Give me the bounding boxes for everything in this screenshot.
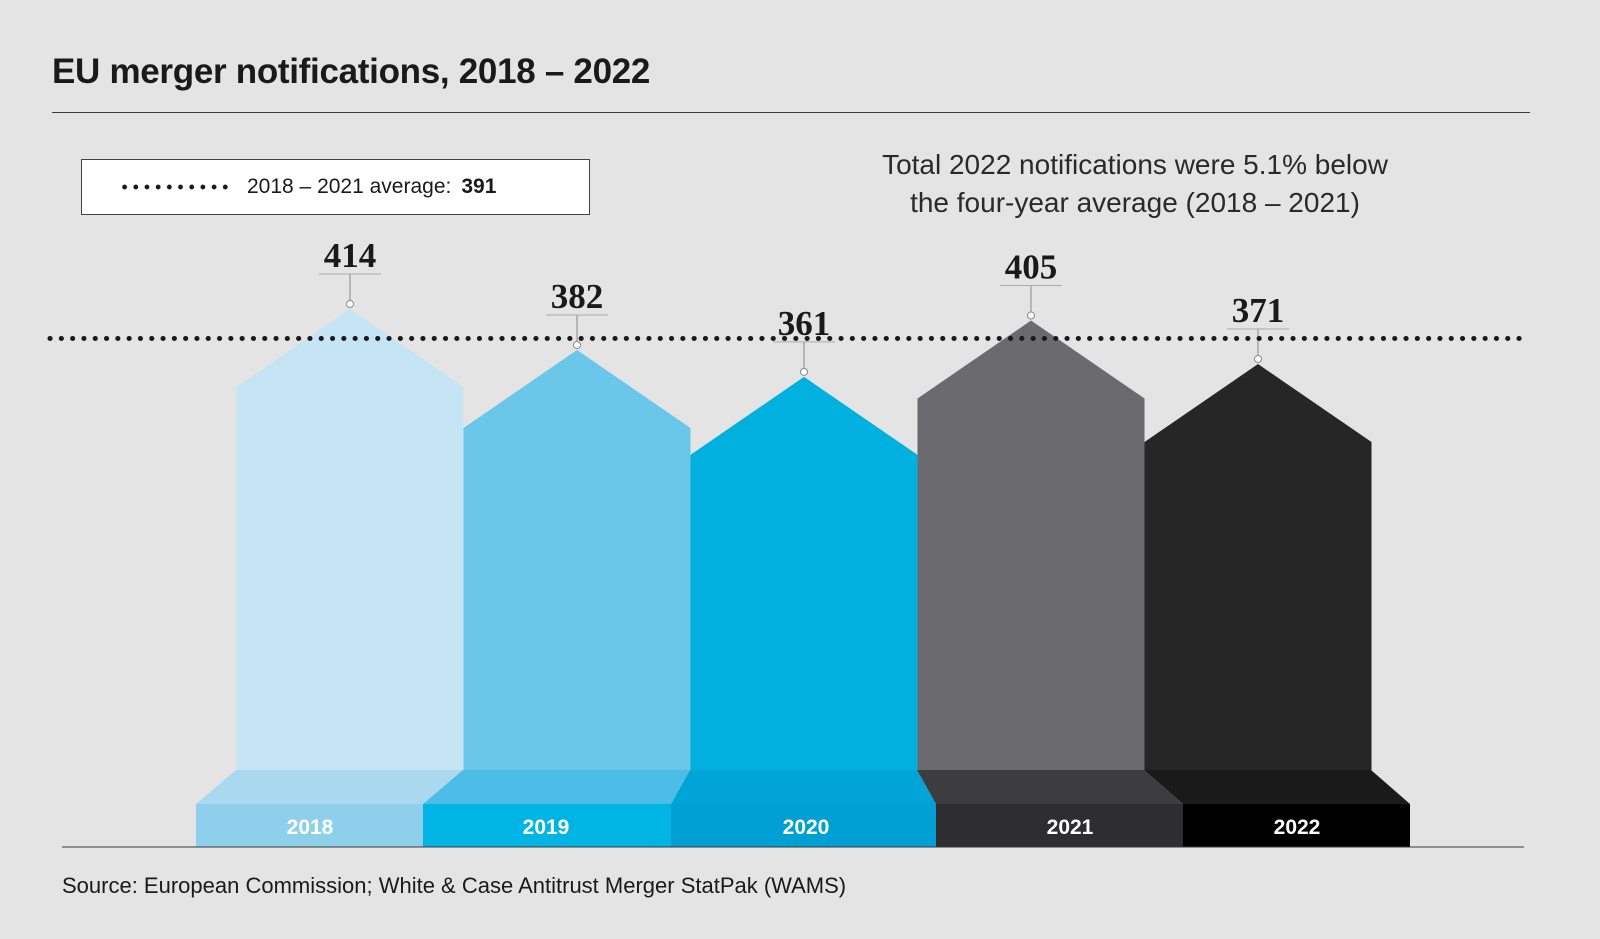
value-label-2020: 361 bbox=[778, 304, 831, 343]
bar-base-band-2019 bbox=[423, 804, 671, 847]
category-label-2019: 2019 bbox=[523, 816, 570, 839]
bar-2021 bbox=[917, 320, 1145, 770]
legend-value: 391 bbox=[461, 175, 497, 198]
bar-base-cap-2021 bbox=[917, 770, 1183, 804]
legend: 2018 – 2021 average: 391 bbox=[81, 159, 590, 215]
bar-base-band-2020 bbox=[671, 804, 936, 847]
bar-2020 bbox=[690, 376, 918, 770]
value-label-2021: 405 bbox=[1005, 248, 1058, 287]
category-label-2018: 2018 bbox=[287, 816, 334, 839]
bar-2022 bbox=[1144, 364, 1372, 770]
annotation: Total 2022 notifications were 5.1% below… bbox=[830, 146, 1440, 222]
category-label-2021: 2021 bbox=[1047, 816, 1094, 839]
chart-title: EU merger notifications, 2018 – 2022 bbox=[52, 52, 651, 91]
bar-base-cap-2019 bbox=[423, 770, 690, 804]
legend-label: 2018 – 2021 average: bbox=[247, 175, 452, 198]
bar-2018 bbox=[236, 309, 464, 770]
category-label-2020: 2020 bbox=[783, 816, 830, 839]
source-note: Source: European Commission; White & Cas… bbox=[62, 873, 847, 898]
value-label-2019: 382 bbox=[551, 277, 604, 316]
leader-marker-2021 bbox=[1027, 311, 1035, 320]
bar-base-cap-2020 bbox=[671, 770, 936, 804]
value-label-2022: 371 bbox=[1232, 291, 1285, 330]
bar-base-band-2021 bbox=[936, 804, 1183, 847]
annotation-line-2: the four-year average (2018 – 2021) bbox=[910, 187, 1360, 218]
leader-marker-2020 bbox=[800, 367, 808, 376]
legend-dotted-line-icon bbox=[119, 184, 231, 190]
category-label-2022: 2022 bbox=[1274, 816, 1321, 839]
leader-marker-2019 bbox=[573, 340, 581, 349]
bar-base-band-2018 bbox=[196, 804, 423, 847]
value-label-2018: 414 bbox=[324, 236, 377, 275]
bar-2019 bbox=[463, 349, 691, 770]
leader-marker-2018 bbox=[346, 300, 354, 308]
bar-base-cap-2018 bbox=[196, 770, 463, 804]
leader-marker-2022 bbox=[1254, 355, 1262, 364]
bar-base-cap-2022 bbox=[1144, 770, 1410, 804]
annotation-line-1: Total 2022 notifications were 5.1% below bbox=[882, 149, 1388, 180]
bar-base-band-2022 bbox=[1183, 804, 1410, 847]
title-divider bbox=[52, 112, 1530, 113]
